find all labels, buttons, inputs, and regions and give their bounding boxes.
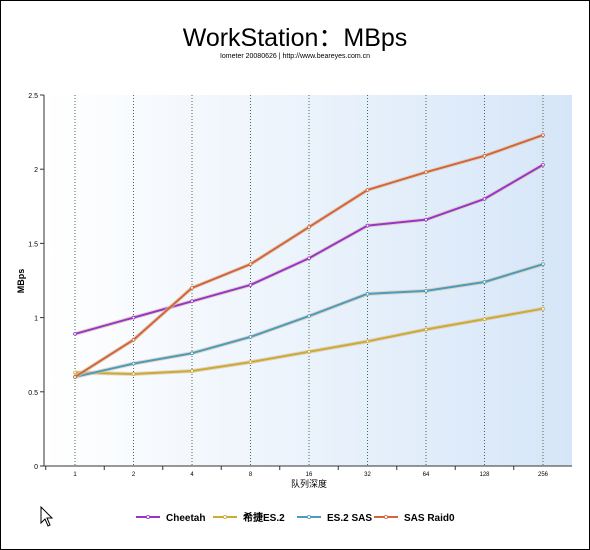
y-tick-label: 1.5 (28, 241, 38, 248)
legend-label: SAS Raid0 (404, 513, 455, 524)
data-point (482, 197, 487, 201)
data-point (365, 292, 370, 296)
data-point (424, 289, 428, 293)
x-tick-label: 1 (73, 472, 77, 478)
x-tick-label: 2 (132, 472, 136, 478)
y-tick-label: 1 (34, 316, 38, 323)
legend-marker (306, 515, 311, 520)
data-point (248, 283, 253, 287)
y-axis-label: MBps (16, 269, 26, 294)
x-tick-label: 64 (423, 472, 430, 478)
data-point (190, 351, 194, 356)
y-tick-label: 0.5 (28, 390, 38, 397)
data-point (541, 262, 545, 266)
mouse-pointer-icon (40, 506, 54, 527)
y-tick-label: 2.5 (28, 93, 38, 100)
data-point (131, 372, 136, 376)
x-tick-label: 32 (364, 472, 371, 478)
y-tick-label: 2 (34, 167, 38, 174)
data-point (131, 315, 136, 320)
data-point (131, 361, 136, 366)
data-point (307, 314, 311, 318)
data-point (73, 375, 77, 379)
data-point (541, 306, 545, 311)
x-tick-label: 4 (190, 472, 194, 478)
data-point (482, 317, 487, 321)
data-point (365, 223, 370, 228)
data-point (248, 335, 253, 339)
data-point (424, 327, 428, 332)
data-point (131, 338, 136, 342)
legend-label: ES.2 SAS (327, 513, 372, 524)
data-point (541, 133, 545, 137)
data-point (73, 332, 77, 336)
data-point (482, 154, 487, 158)
x-tick-label: 128 (479, 472, 490, 478)
data-point (248, 262, 253, 266)
x-tick-label: 8 (249, 472, 253, 478)
data-point (307, 225, 311, 229)
data-point (190, 299, 194, 304)
chart-subtitle: Iometer 20080626 | http://www.beareyes.c… (219, 53, 371, 60)
data-point (541, 162, 545, 167)
data-point (307, 256, 311, 261)
legend-marker (222, 515, 227, 520)
data-point (365, 188, 370, 192)
x-tick-label: 256 (538, 472, 549, 478)
chart-title: WorkStation：MBps (182, 24, 408, 52)
legend-label: 希捷ES.2 (242, 511, 285, 524)
legend-label: Cheetah (166, 513, 205, 524)
data-point (365, 339, 370, 344)
legend-marker (145, 515, 150, 520)
data-point (248, 360, 253, 364)
legend-marker (383, 515, 388, 520)
data-point (482, 280, 487, 284)
data-point (424, 170, 428, 174)
data-point (424, 217, 428, 222)
data-point (190, 286, 194, 290)
data-point (190, 369, 194, 373)
y-tick-label: 0 (34, 464, 38, 471)
data-point (73, 370, 77, 375)
x-tick-label: 16 (306, 472, 313, 478)
x-axis-label: 队列深度 (291, 478, 327, 489)
data-point (307, 349, 311, 354)
